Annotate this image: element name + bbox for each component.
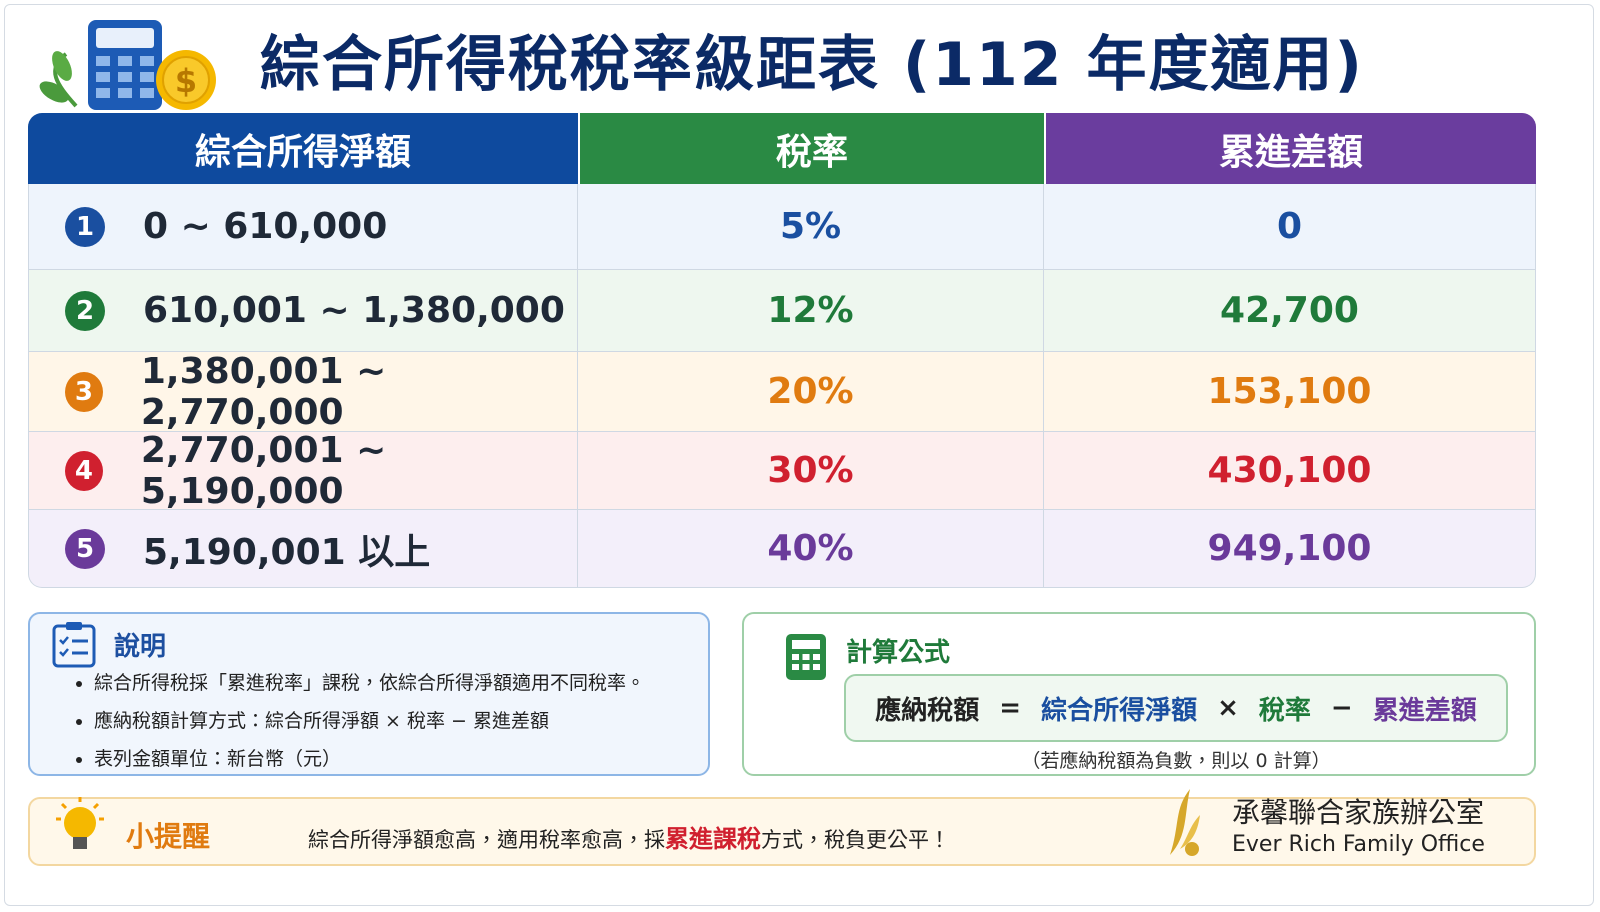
row-number: 2 [65,290,105,331]
svg-text:$: $ [175,62,197,100]
tip-text-part: 綜合所得淨額愈高，適用稅率愈高，採 [308,828,665,852]
frame [4,4,1594,906]
clipboard-icon [52,622,96,668]
income-range: 2,770,001 ~ 5,190,000 [140,429,387,512]
brand-name-en: Ever Rich Family Office [1232,832,1485,857]
calculator-icon [786,634,826,680]
rate-cell: 5% [578,184,1044,270]
deduction-cell: 0 [1044,184,1536,270]
tip-text: 綜合所得淨額愈高，適用稅率愈高，採累進課稅方式，稅負更公平！ [308,819,950,854]
formula-title: 計算公式 [846,638,951,668]
formula-operator: = [999,693,1022,723]
tip-highlight: 累進課稅 [665,825,761,853]
rate-cell: 20% [578,352,1044,432]
deduction-cell: 42,700 [1044,270,1536,352]
formula-operator: × [1217,693,1239,723]
header-cell: 稅率 [578,113,1044,184]
formula-part: 累進差額 [1372,695,1477,726]
note-item: 應納稅額計算方式：綜合所得淨額 × 稅率 − 累進差額 [94,706,734,733]
range-cell: 5 5,190,001 以上 [28,510,578,588]
tip-box: 小提醒 綜合所得淨額愈高，適用稅率愈高，採累進課稅方式，稅負更公平！ 承馨聯合家… [28,789,1536,866]
formula-part: 稅率 [1258,695,1311,726]
header-cell: 綜合所得淨額 [28,113,578,184]
row-number: 3 [65,371,103,412]
brand-logo [1170,789,1200,856]
deduction-cell: 153,100 [1044,352,1536,432]
range-cell: 4 2,770,001 ~ 5,190,000 [28,429,578,512]
formula-part: 綜合所得淨額 [1041,695,1198,726]
row-number: 1 [65,206,105,247]
range-cell: 1 0 ~ 610,000 [28,184,578,270]
row-number: 4 [65,450,103,491]
lightbulb-icon [56,797,104,849]
deduction-cell: 949,100 [1044,510,1536,588]
income-range: 0 ~ 610,000 [143,206,388,247]
formula-note: （若應納稅額為負數，則以 0 計算） [1021,750,1331,772]
formula-operator: − [1330,693,1353,723]
tip-title: 小提醒 [126,820,211,853]
income-range: 5,190,001 以上 [143,531,431,573]
range-cell: 3 1,380,001 ~ 2,770,000 [28,350,578,433]
formula-expression: 應納稅額 = 綜合所得淨額 × 稅率 − 累進差額 [844,674,1508,742]
rate-cell: 30% [578,432,1044,510]
income-range: 610,001 ~ 1,380,000 [143,290,565,331]
header-cell: 累進差額 [1044,113,1536,184]
rate-cell: 12% [578,270,1044,352]
brand-name: 承馨聯合家族辦公室 [1232,796,1485,829]
formula-part: 應納稅額 [875,695,980,726]
tip-text-part: 方式，稅負更公平！ [761,828,950,852]
calculator-logo: $ [39,20,216,110]
notes-title: 說明 [114,632,167,662]
note-item: 表列金額單位：新台幣（元） [94,744,734,771]
deduction-cell: 430,100 [1044,432,1536,510]
formula-box: 計算公式 應納稅額 = 綜合所得淨額 × 稅率 − 累進差額 （若應納稅額為負數… [742,612,1536,776]
rate-cell: 40% [578,510,1044,588]
row-number: 5 [65,528,105,569]
income-range: 1,380,001 ~ 2,770,000 [140,350,387,433]
title: 綜合所得稅稅率級距表 (112 年度適用) [260,30,1364,100]
notes-list: 綜合所得稅採「累進稅率」課稅，依綜合所得淨額適用不同稅率。 應納稅額計算方式：綜… [50,668,734,782]
note-item: 綜合所得稅採「累進稅率」課稅，依綜合所得淨額適用不同稅率。 [94,668,734,695]
notes-box: 說明 綜合所得稅採「累進稅率」課稅，依綜合所得淨額適用不同稅率。 應納稅額計算方… [28,612,710,776]
range-cell: 2 610,001 ~ 1,380,000 [28,270,578,352]
